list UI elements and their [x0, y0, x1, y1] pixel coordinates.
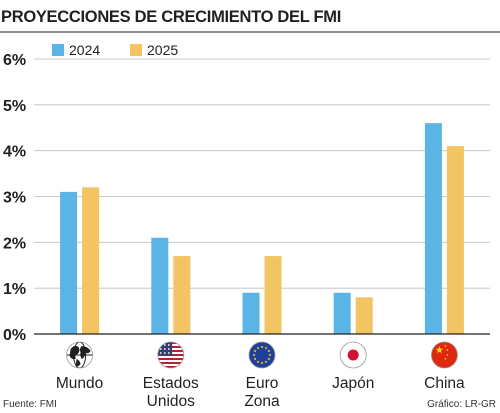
- y-tick-label: 1%: [3, 281, 26, 298]
- bar-2025-1: [173, 256, 191, 334]
- y-tick-label: 4%: [3, 144, 26, 161]
- china-flag-icon: [430, 341, 458, 369]
- globe-icon: [66, 341, 93, 369]
- y-axis-ticks: 0% 1% 2% 3% 4% 5% 6%: [3, 52, 26, 344]
- eu-star: [264, 360, 268, 364]
- x-tick-label: Mundo: [56, 375, 103, 392]
- china-small-star: [444, 357, 447, 361]
- bar-2025-2: [264, 256, 282, 334]
- bar-2024-3: [333, 292, 351, 334]
- bar-2024-0: [60, 191, 78, 334]
- y-tick-label: 2%: [3, 235, 26, 252]
- chart-title: PROYECCIONES DE CRECIMIENTO DEL FMI: [1, 8, 342, 26]
- eu-star: [260, 361, 264, 365]
- china-small-star: [444, 344, 447, 348]
- eu-star: [252, 353, 256, 357]
- legend-label-2024: 2024: [69, 42, 100, 58]
- eu-star: [256, 346, 260, 350]
- x-tick-label: Estados Unidos: [143, 375, 199, 410]
- china-small-star: [446, 353, 449, 357]
- y-tick-label: 3%: [3, 190, 26, 207]
- china-big-star: [435, 346, 444, 354]
- eu-star: [256, 360, 260, 364]
- bar-2024-1: [151, 237, 169, 334]
- source-note: Fuente: FMI: [3, 399, 57, 410]
- eu-star: [253, 357, 257, 361]
- bars: [60, 123, 464, 335]
- eu-star: [260, 345, 264, 349]
- bar-2025-0: [82, 187, 100, 334]
- x-tick-label: China: [424, 375, 465, 392]
- bar-2025-3: [355, 297, 373, 334]
- y-tick-label: 5%: [3, 98, 26, 115]
- x-axis-labels: Mundo Estados Unidos Euro Zona Japón China: [56, 375, 465, 410]
- usa-flag-icon: [157, 341, 185, 369]
- y-tick-label: 6%: [3, 52, 26, 69]
- legend-swatch-2025: [130, 44, 142, 56]
- category-icons: [66, 341, 458, 369]
- bar-2024-2: [242, 292, 260, 334]
- japan-flag-icon: [339, 341, 367, 369]
- legend-label-2025: 2025: [147, 42, 178, 58]
- eu-star: [267, 357, 271, 361]
- legend-swatch-2024: [52, 44, 64, 56]
- legend: 2024 2025: [52, 42, 178, 58]
- china-small-star: [446, 348, 449, 352]
- y-tick-label: 0%: [3, 327, 26, 344]
- eu-flag-icon: [248, 341, 276, 369]
- bar-2025-4: [446, 146, 464, 334]
- x-tick-label: Japón: [332, 375, 374, 392]
- x-tick-label: Euro Zona: [244, 375, 280, 410]
- bar-2024-4: [424, 123, 442, 335]
- eu-star: [267, 349, 271, 353]
- eu-star: [253, 349, 257, 353]
- credit-note: Gráfico: LR-GR: [427, 399, 496, 410]
- grid-lines: [34, 58, 490, 289]
- eu-star: [264, 346, 268, 350]
- eu-star: [268, 353, 272, 357]
